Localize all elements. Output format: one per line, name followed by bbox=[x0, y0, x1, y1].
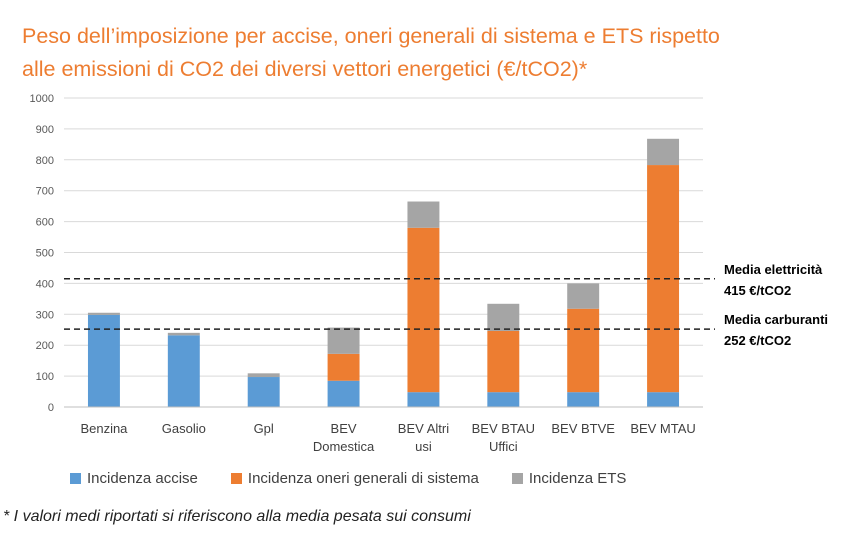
y-tick-label-100: 100 bbox=[36, 371, 54, 383]
bar-segment-1-6 bbox=[567, 308, 600, 393]
stacked-bar-chart: 0 100 200 300 400 500 600 700 800 900 1000 Benzina G… bbox=[30, 93, 829, 454]
x-tick-label-4-0: BEV Altri bbox=[398, 421, 449, 436]
legend-item-oneri: Incidenza oneri generali di sistema bbox=[230, 470, 479, 487]
bar-segment-0-6 bbox=[567, 392, 600, 407]
bar-segment-0-2 bbox=[247, 377, 280, 407]
bar-segment-0-1 bbox=[167, 335, 200, 407]
chart-title-line-2: alle emissioni di CO2 dei diversi vettor… bbox=[22, 57, 588, 81]
x-tick-label-4-1: usi bbox=[415, 439, 432, 454]
y-tick-label-700: 700 bbox=[36, 186, 54, 198]
bar-segment-0-5 bbox=[487, 392, 520, 407]
x-tick-label-7-0: BEV MTAU bbox=[630, 421, 696, 436]
x-tick-label-1-0: Gasolio bbox=[162, 421, 206, 436]
bar-segment-0-0 bbox=[87, 314, 120, 407]
bar-segment-1-7 bbox=[647, 165, 680, 393]
chart-legend: Incidenza accise Incidenza oneri general… bbox=[70, 470, 659, 487]
bar-segment-2-7 bbox=[647, 138, 680, 166]
bar-segment-2-6 bbox=[567, 283, 600, 309]
reference-label-1-line1: Media carburanti bbox=[724, 312, 828, 327]
x-tick-label-3-1: Domestica bbox=[313, 439, 375, 454]
legend-label-ets: Incidenza ETS bbox=[528, 470, 627, 487]
legend-swatch-ets bbox=[511, 473, 523, 484]
x-tick-label-5-0: BEV BTAU bbox=[472, 421, 535, 436]
y-tick-label-800: 800 bbox=[36, 155, 54, 167]
y-tick-label-300: 300 bbox=[36, 309, 54, 321]
y-tick-label-600: 600 bbox=[36, 217, 54, 229]
x-tick-label-2-0: Gpl bbox=[254, 421, 274, 436]
y-tick-label-0: 0 bbox=[48, 402, 54, 414]
y-tick-label-400: 400 bbox=[36, 278, 54, 290]
reference-label-1-line2: 252 €/tCO2 bbox=[724, 333, 791, 348]
legend-swatch-oneri bbox=[230, 473, 242, 484]
bar-segment-2-5 bbox=[487, 303, 520, 331]
bar-segment-0-7 bbox=[647, 392, 680, 407]
y-tick-label-1000: 1000 bbox=[30, 93, 54, 105]
bar-segment-0-4 bbox=[407, 392, 440, 407]
reference-label-0-line1: Media elettricità bbox=[724, 262, 823, 277]
footnote: * I valori medi riportati si riferiscono… bbox=[3, 508, 471, 525]
bar-segment-2-0 bbox=[87, 312, 120, 315]
bar-segment-2-1 bbox=[167, 332, 200, 336]
bar-segment-2-3 bbox=[327, 327, 360, 354]
legend-item-accise: Incidenza accise bbox=[70, 470, 198, 487]
x-tick-label-6-0: BEV BTVE bbox=[551, 421, 615, 436]
bar-segment-2-2 bbox=[247, 373, 280, 378]
bar-segment-1-5 bbox=[487, 330, 520, 393]
legend-label-oneri: Incidenza oneri generali di sistema bbox=[247, 470, 479, 487]
bar-segment-2-4 bbox=[407, 201, 440, 228]
x-tick-label-5-1: Uffici bbox=[489, 439, 518, 454]
reference-label-0-line2: 415 €/tCO2 bbox=[724, 283, 791, 298]
legend-item-ets: Incidenza ETS bbox=[511, 470, 627, 487]
chart-title: Peso dell’imposizione per accise, oneri … bbox=[22, 20, 842, 86]
legend-label-accise: Incidenza accise bbox=[87, 470, 198, 487]
x-tick-label-3-0: BEV bbox=[331, 421, 357, 436]
y-tick-label-500: 500 bbox=[36, 248, 54, 260]
y-tick-label-900: 900 bbox=[36, 124, 54, 136]
y-tick-label-200: 200 bbox=[36, 340, 54, 352]
bar-segment-1-3 bbox=[327, 353, 360, 381]
legend-swatch-accise bbox=[70, 473, 81, 484]
bar-segment-1-4 bbox=[407, 227, 440, 393]
x-tick-label-0-0: Benzina bbox=[80, 421, 128, 436]
chart-title-line-1: Peso dell’imposizione per accise, oneri … bbox=[22, 24, 720, 48]
bar-segment-0-3 bbox=[327, 380, 360, 407]
